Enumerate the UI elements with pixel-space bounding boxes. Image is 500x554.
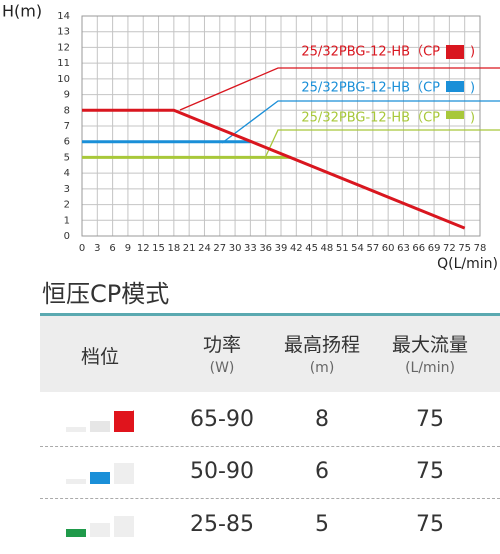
legend-label: 25/32PBG-12-HB（CP [301, 111, 440, 126]
x-tick-label: 6 [109, 243, 115, 254]
plot-border [81, 15, 481, 237]
x-tick-label: 15 [152, 243, 165, 254]
y-tick-label: 2 [64, 200, 70, 211]
x-tick-label: 45 [305, 243, 318, 254]
x-tick-label: 69 [428, 243, 441, 254]
x-tick-label: 42 [290, 243, 303, 254]
level-icon [66, 516, 134, 537]
y-tick-label: 11 [57, 58, 70, 69]
y-axis-label: H(m) [2, 2, 42, 21]
row-divider [40, 446, 500, 447]
x-tick-label: 57 [366, 243, 379, 254]
x-tick-label: 33 [244, 243, 257, 254]
y-tick-label: 4 [64, 168, 70, 179]
y-tick-label: 14 [57, 11, 70, 22]
level-icon [66, 463, 134, 484]
cell: 75 [416, 512, 444, 537]
y-tick-label: 8 [64, 105, 70, 116]
callout [179, 67, 500, 111]
header-unit: (m) [309, 360, 335, 376]
legend-close: ) [470, 111, 475, 126]
callout [221, 100, 500, 144]
x-tick-label: 27 [213, 243, 226, 254]
x-tick-label: 54 [351, 243, 364, 254]
y-tick-label: 7 [64, 121, 70, 132]
x-tick-label: 0 [79, 243, 85, 254]
x-tick-label: 60 [382, 243, 395, 254]
x-tick-label: 24 [198, 243, 211, 254]
legend-close: ) [470, 81, 475, 96]
x-tick-label: 78 [474, 243, 487, 254]
table-top-border [40, 313, 500, 316]
cell: 25-85 [190, 512, 254, 537]
series-line [82, 108, 466, 230]
x-tick-label: 21 [183, 243, 196, 254]
table-header-bg [40, 316, 500, 392]
cell: 5 [315, 512, 329, 537]
y-tick-label: 6 [64, 137, 70, 148]
cell: 50-90 [190, 459, 254, 484]
header-unit: (L/min) [405, 360, 455, 376]
legend-swatch [446, 111, 464, 119]
y-tick-label: 5 [64, 152, 70, 163]
y-tick-label: 3 [64, 184, 70, 195]
x-tick-label: 18 [167, 243, 180, 254]
legend-label: 25/32PBG-12-HB（CP [301, 45, 440, 60]
x-tick-label: 9 [125, 243, 131, 254]
row-divider [40, 498, 500, 499]
y-tick-label: 10 [57, 74, 70, 85]
x-tick-label: 63 [397, 243, 410, 254]
x-tick-label: 39 [275, 243, 288, 254]
x-tick-label: 75 [458, 243, 471, 254]
cell: 6 [315, 459, 329, 484]
x-tick-label: 51 [336, 243, 349, 254]
y-tick-label: 0 [64, 231, 70, 242]
header-unit: (W) [209, 360, 235, 376]
legend-label: 25/32PBG-12-HB（CP [301, 81, 440, 96]
x-tick-label: 48 [321, 243, 334, 254]
legend-swatch [446, 81, 464, 92]
cell: 75 [416, 459, 444, 484]
level-icon [66, 410, 134, 432]
header-cell: 最大流量 [391, 334, 469, 356]
y-tick-label: 1 [64, 215, 70, 226]
cell: 8 [315, 407, 329, 432]
x-axis-label: Q(L/min) [437, 256, 498, 272]
x-tick-label: 36 [259, 243, 272, 254]
legend-close: ) [470, 45, 475, 60]
cell: 75 [416, 407, 444, 432]
header-cell: 功率 [202, 334, 242, 356]
y-tick-label: 12 [57, 42, 70, 53]
y-tick-label: 13 [57, 27, 70, 38]
legend-swatch [446, 45, 464, 59]
header-cell: 最高扬程 [283, 334, 361, 356]
x-tick-label: 30 [229, 243, 242, 254]
header-cell: 档位 [80, 346, 120, 368]
x-tick-label: 12 [137, 243, 150, 254]
y-tick-label: 9 [64, 90, 70, 101]
table-title: 恒压CP模式 [42, 280, 170, 308]
x-tick-label: 3 [94, 243, 100, 254]
x-tick-label: 66 [412, 243, 425, 254]
x-tick-label: 72 [443, 243, 456, 254]
cell: 65-90 [190, 407, 254, 432]
